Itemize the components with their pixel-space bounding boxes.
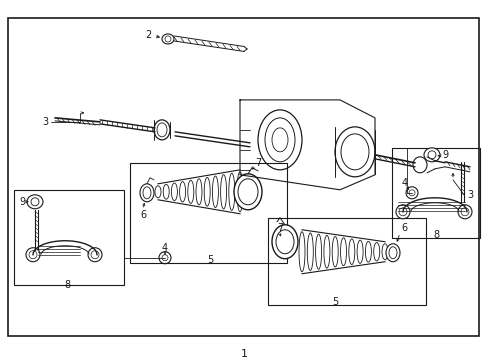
Ellipse shape — [271, 225, 297, 259]
Ellipse shape — [26, 248, 40, 262]
Ellipse shape — [234, 174, 262, 210]
Ellipse shape — [179, 181, 185, 202]
Text: 5: 5 — [331, 297, 337, 307]
Ellipse shape — [412, 157, 426, 173]
Ellipse shape — [162, 34, 174, 44]
Ellipse shape — [159, 252, 171, 264]
Bar — [14, 190, 124, 285]
Text: 4: 4 — [401, 178, 407, 188]
Ellipse shape — [356, 240, 363, 263]
Text: 6: 6 — [140, 210, 146, 220]
Bar — [267, 218, 425, 305]
Ellipse shape — [196, 179, 202, 205]
Ellipse shape — [331, 237, 338, 267]
Text: 9: 9 — [441, 150, 447, 160]
Bar — [8, 18, 478, 336]
Ellipse shape — [315, 234, 321, 269]
Ellipse shape — [348, 239, 354, 265]
Ellipse shape — [228, 173, 234, 210]
Text: 7: 7 — [254, 158, 261, 168]
Ellipse shape — [187, 180, 193, 203]
Bar — [130, 163, 286, 263]
Ellipse shape — [88, 248, 102, 262]
Text: 8: 8 — [432, 230, 438, 240]
Ellipse shape — [264, 118, 294, 162]
Ellipse shape — [220, 175, 226, 209]
Ellipse shape — [306, 233, 313, 270]
Ellipse shape — [405, 187, 417, 199]
Ellipse shape — [334, 127, 374, 177]
Ellipse shape — [373, 243, 379, 261]
Ellipse shape — [155, 186, 161, 198]
Text: 3: 3 — [42, 117, 48, 127]
Ellipse shape — [237, 172, 243, 212]
Ellipse shape — [340, 238, 346, 266]
Ellipse shape — [204, 177, 210, 206]
Ellipse shape — [457, 205, 471, 219]
Ellipse shape — [171, 183, 177, 201]
Ellipse shape — [298, 232, 305, 272]
Ellipse shape — [140, 184, 154, 202]
Text: 6: 6 — [400, 223, 406, 233]
Ellipse shape — [381, 244, 387, 260]
Ellipse shape — [258, 110, 302, 170]
Text: 3: 3 — [466, 190, 472, 200]
Text: 1: 1 — [240, 348, 247, 359]
Ellipse shape — [395, 205, 409, 219]
Ellipse shape — [385, 244, 399, 262]
Ellipse shape — [27, 195, 43, 209]
Text: 9: 9 — [19, 197, 25, 207]
Ellipse shape — [212, 176, 218, 208]
Ellipse shape — [275, 230, 293, 254]
Ellipse shape — [323, 235, 329, 268]
Text: 7: 7 — [276, 223, 283, 233]
Ellipse shape — [238, 179, 258, 205]
Ellipse shape — [164, 36, 171, 42]
Text: 5: 5 — [206, 255, 213, 265]
Text: 2: 2 — [144, 30, 151, 40]
Ellipse shape — [154, 120, 170, 140]
Text: 8: 8 — [64, 280, 70, 290]
Bar — [391, 148, 479, 238]
Ellipse shape — [340, 134, 368, 170]
Ellipse shape — [423, 148, 439, 162]
Ellipse shape — [365, 241, 371, 262]
Text: 4: 4 — [162, 243, 168, 253]
Ellipse shape — [163, 184, 169, 199]
